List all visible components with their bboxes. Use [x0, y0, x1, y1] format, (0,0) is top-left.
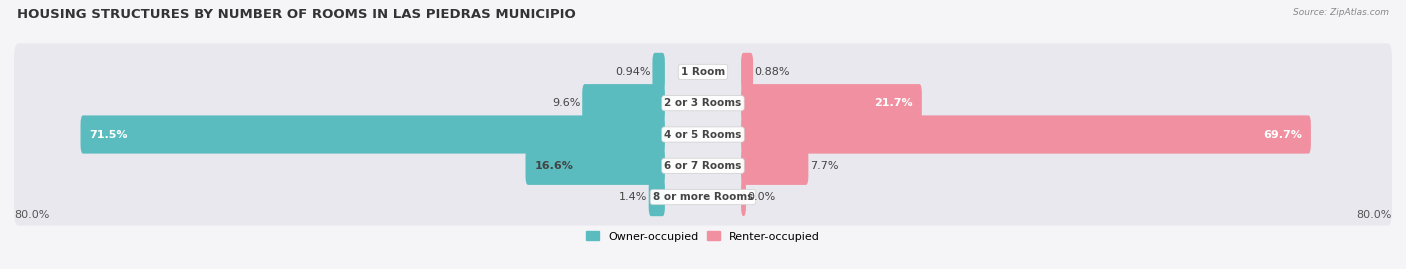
Text: 8 or more Rooms: 8 or more Rooms [652, 192, 754, 202]
Text: 0.0%: 0.0% [748, 192, 776, 202]
FancyBboxPatch shape [80, 115, 665, 154]
Text: 71.5%: 71.5% [90, 129, 128, 140]
Text: 7.7%: 7.7% [810, 161, 838, 171]
Text: Source: ZipAtlas.com: Source: ZipAtlas.com [1294, 8, 1389, 17]
Legend: Owner-occupied, Renter-occupied: Owner-occupied, Renter-occupied [581, 227, 825, 246]
FancyBboxPatch shape [14, 75, 1392, 132]
FancyBboxPatch shape [741, 178, 747, 216]
Text: 69.7%: 69.7% [1263, 129, 1302, 140]
Text: 1 Room: 1 Room [681, 67, 725, 77]
Text: 6 or 7 Rooms: 6 or 7 Rooms [664, 161, 742, 171]
Text: 0.94%: 0.94% [616, 67, 651, 77]
FancyBboxPatch shape [14, 43, 1392, 100]
FancyBboxPatch shape [14, 137, 1392, 194]
FancyBboxPatch shape [741, 115, 1310, 154]
Text: 80.0%: 80.0% [14, 210, 49, 220]
Text: HOUSING STRUCTURES BY NUMBER OF ROOMS IN LAS PIEDRAS MUNICIPIO: HOUSING STRUCTURES BY NUMBER OF ROOMS IN… [17, 8, 575, 21]
FancyBboxPatch shape [14, 169, 1392, 226]
Text: 4 or 5 Rooms: 4 or 5 Rooms [664, 129, 742, 140]
Text: 2 or 3 Rooms: 2 or 3 Rooms [665, 98, 741, 108]
FancyBboxPatch shape [526, 147, 665, 185]
Text: 21.7%: 21.7% [875, 98, 912, 108]
Text: 16.6%: 16.6% [534, 161, 574, 171]
FancyBboxPatch shape [741, 84, 922, 122]
FancyBboxPatch shape [14, 106, 1392, 163]
Text: 80.0%: 80.0% [1357, 210, 1392, 220]
Text: 1.4%: 1.4% [619, 192, 647, 202]
FancyBboxPatch shape [582, 84, 665, 122]
FancyBboxPatch shape [648, 178, 665, 216]
FancyBboxPatch shape [741, 53, 754, 91]
Text: 0.88%: 0.88% [755, 67, 790, 77]
Text: 9.6%: 9.6% [553, 98, 581, 108]
FancyBboxPatch shape [741, 147, 808, 185]
FancyBboxPatch shape [652, 53, 665, 91]
